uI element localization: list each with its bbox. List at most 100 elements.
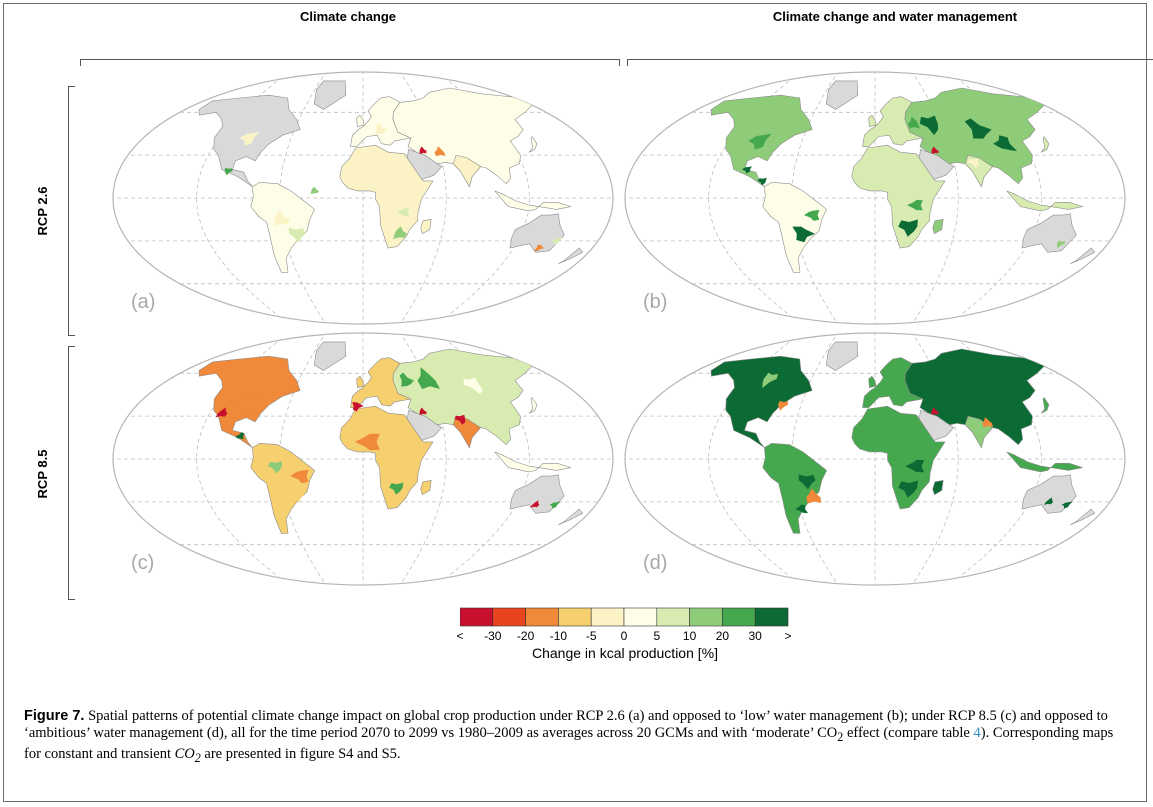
land-australia (509, 213, 565, 253)
figure-caption: Figure 7. Spatial patterns of potential … (24, 708, 1124, 767)
land-new-zealand (1070, 508, 1096, 525)
change-region (274, 210, 291, 226)
change-region (389, 482, 404, 495)
change-region (898, 219, 918, 237)
change-region (419, 146, 427, 154)
change-region (1057, 240, 1066, 249)
change-region (224, 167, 233, 176)
panel-label: (a) (131, 291, 155, 313)
bracket-rcp85 (68, 346, 75, 600)
land-australia (509, 474, 565, 514)
panel-label: (c) (131, 552, 154, 574)
legend-tick: -10 (549, 629, 568, 643)
panel-label: (b) (643, 291, 667, 313)
change-region (375, 122, 388, 135)
land-new-zealand (1070, 247, 1096, 264)
legend-tick: 0 (620, 629, 628, 643)
land-africa (339, 405, 434, 510)
legend-tick: 20 (715, 629, 730, 643)
caption-text-1: Spatial patterns of potential climate ch… (24, 708, 1108, 741)
land-india (452, 154, 482, 188)
graticule-meridian (195, 72, 293, 324)
caption-co2-2: CO (174, 745, 195, 762)
change-region (549, 501, 561, 509)
legend-swatch (590, 607, 625, 627)
change-region (419, 407, 427, 415)
land-indonesia (494, 190, 571, 212)
legend-tick: -5 (585, 629, 597, 643)
graticule-meridian (791, 333, 840, 585)
change-region (215, 407, 228, 418)
change-region (434, 146, 446, 157)
map-panel-d: (d) (624, 332, 1126, 586)
caption-text-3: ). Corresponding maps for constant and t… (24, 725, 1114, 762)
change-region (748, 133, 772, 150)
map-panel-b: (b) (624, 71, 1126, 325)
change-region (905, 459, 925, 473)
land-indonesia (1006, 451, 1083, 473)
change-region (1061, 501, 1073, 509)
land-uk (356, 375, 365, 388)
legend-tick: 5 (653, 629, 661, 643)
legend-swatch (525, 607, 559, 627)
change-region (354, 433, 380, 451)
change-region (919, 115, 939, 136)
change-region (778, 400, 788, 411)
change-region (982, 417, 993, 428)
legend-swatch (460, 607, 494, 627)
legend-swatch (492, 607, 526, 627)
graticule-meridian (910, 72, 959, 324)
change-region (798, 474, 816, 490)
bracket-climate-change (80, 59, 620, 66)
change-region (267, 461, 282, 474)
change-region (310, 186, 320, 194)
land-new-zealand (558, 508, 584, 525)
change-region (898, 480, 918, 498)
legend-swatch (722, 607, 756, 627)
change-region (742, 166, 752, 174)
land-asia (392, 87, 533, 188)
land-arabia (918, 148, 955, 180)
land-australia (1021, 474, 1077, 514)
land-arabia (406, 148, 443, 180)
change-region (746, 393, 774, 412)
graticule-meridian (910, 333, 959, 585)
land-greenland (313, 80, 347, 110)
legend-colorbar (460, 607, 789, 627)
change-region (917, 371, 938, 394)
graticule-meridian (433, 72, 531, 324)
graticule-meridian (398, 72, 447, 324)
land-japan (1040, 136, 1050, 153)
change-region (964, 118, 992, 139)
change-region (239, 131, 260, 146)
column-title-climate-change: Climate change (299, 9, 397, 24)
change-region (288, 227, 306, 243)
land-madagascar (932, 480, 944, 496)
legend-tick: -20 (516, 629, 535, 643)
land-indonesia (494, 451, 571, 473)
bracket-climate-water (627, 59, 1153, 66)
change-region (931, 407, 939, 415)
change-region (761, 113, 777, 129)
graticule-meridian (945, 333, 1043, 585)
change-region (907, 199, 923, 211)
graticule-meridian (433, 333, 531, 585)
change-region (417, 367, 440, 390)
map-panel-c: (c) (112, 332, 614, 586)
change-region (762, 372, 778, 388)
change-region (795, 504, 808, 514)
land-south-america (250, 181, 315, 273)
change-region (907, 116, 920, 129)
land-uk (868, 375, 877, 388)
graticule-meridian (195, 333, 293, 585)
legend-tick: 10 (682, 629, 697, 643)
legend-swatch (754, 607, 789, 627)
change-region (993, 135, 1018, 152)
change-region (804, 209, 820, 221)
legend-title: Change in kcal production [%] (532, 645, 718, 661)
caption-table-ref[interactable]: 4 (973, 725, 981, 741)
change-region (352, 402, 364, 412)
caption-text-2: effect (compare table (843, 725, 974, 741)
graticule-meridian (398, 333, 447, 585)
